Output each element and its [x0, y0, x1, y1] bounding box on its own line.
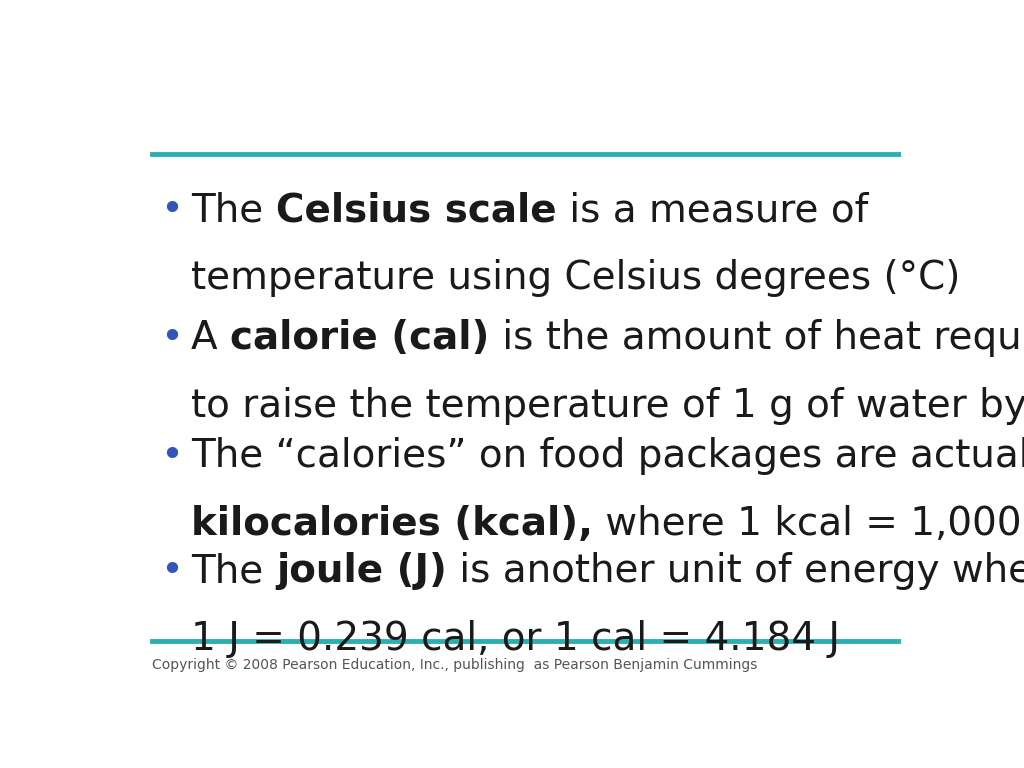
Text: •: •: [160, 319, 183, 356]
Text: joule (J): joule (J): [276, 552, 447, 590]
Text: •: •: [160, 552, 183, 590]
Text: calorie (cal): calorie (cal): [230, 319, 489, 356]
Text: where 1 kcal = 1,000 cal: where 1 kcal = 1,000 cal: [594, 505, 1024, 543]
Text: temperature using Celsius degrees (°C): temperature using Celsius degrees (°C): [191, 260, 961, 297]
Text: The: The: [191, 552, 276, 590]
Text: The: The: [191, 191, 276, 230]
Text: is another unit of energy where: is another unit of energy where: [447, 552, 1024, 590]
Text: is the amount of heat required: is the amount of heat required: [489, 319, 1024, 356]
Text: is a measure of: is a measure of: [557, 191, 868, 230]
Text: A: A: [191, 319, 230, 356]
Text: 1 J = 0.239 cal, or 1 cal = 4.184 J: 1 J = 0.239 cal, or 1 cal = 4.184 J: [191, 621, 841, 658]
Text: to raise the temperature of 1 g of water by 1°C: to raise the temperature of 1 g of water…: [191, 386, 1024, 425]
Text: Copyright © 2008 Pearson Education, Inc., publishing  as Pearson Benjamin Cummin: Copyright © 2008 Pearson Education, Inc.…: [152, 657, 757, 671]
Text: Celsius scale: Celsius scale: [276, 191, 557, 230]
Text: kilocalories (kcal),: kilocalories (kcal),: [191, 505, 594, 543]
Text: •: •: [160, 191, 183, 230]
Text: •: •: [160, 437, 183, 475]
Text: The “calories” on food packages are actually: The “calories” on food packages are actu…: [191, 437, 1024, 475]
